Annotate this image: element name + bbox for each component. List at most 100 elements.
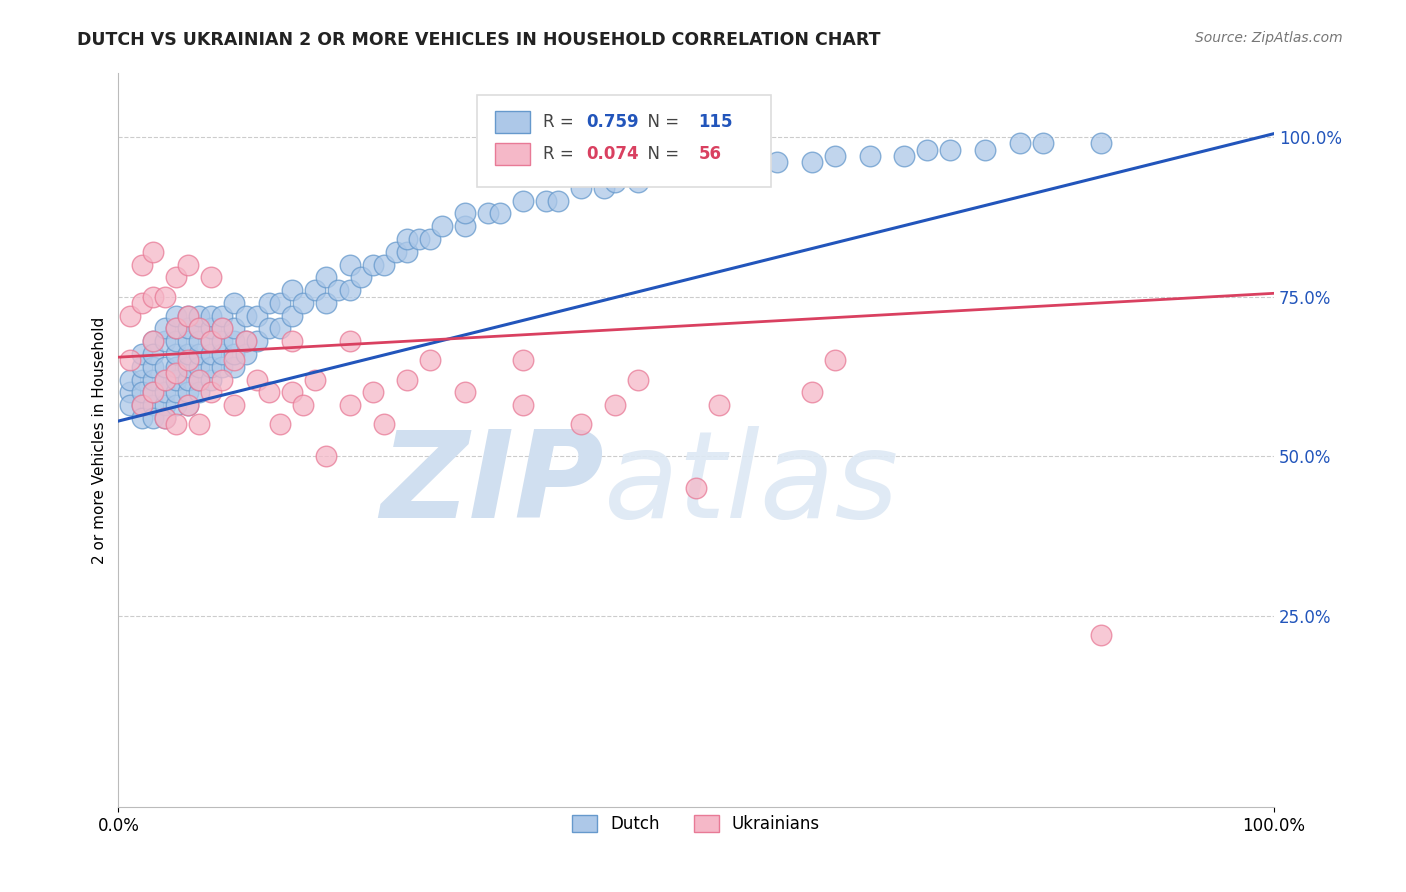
Point bbox=[142, 385, 165, 400]
Point bbox=[118, 372, 141, 386]
Point bbox=[569, 417, 592, 432]
Text: N =: N = bbox=[637, 145, 685, 162]
Point bbox=[685, 168, 707, 182]
Point bbox=[222, 353, 245, 368]
Point bbox=[131, 347, 153, 361]
Point bbox=[131, 398, 153, 412]
Point bbox=[165, 359, 187, 374]
Point bbox=[177, 258, 200, 272]
Legend: Dutch, Ukrainians: Dutch, Ukrainians bbox=[565, 808, 827, 839]
Point bbox=[165, 309, 187, 323]
Point bbox=[153, 410, 176, 425]
Point bbox=[211, 372, 233, 386]
Point bbox=[361, 258, 384, 272]
Point bbox=[222, 296, 245, 310]
Point bbox=[373, 258, 395, 272]
Point bbox=[222, 321, 245, 335]
Text: ZIP: ZIP bbox=[380, 425, 603, 542]
Point bbox=[824, 353, 846, 368]
Point bbox=[292, 296, 315, 310]
Point bbox=[200, 385, 222, 400]
Point bbox=[177, 398, 200, 412]
Point bbox=[153, 334, 176, 349]
Point bbox=[177, 385, 200, 400]
Point bbox=[281, 309, 304, 323]
Point bbox=[165, 347, 187, 361]
Point bbox=[142, 372, 165, 386]
Point bbox=[177, 309, 200, 323]
Point bbox=[477, 206, 499, 220]
Point bbox=[142, 359, 165, 374]
Point bbox=[893, 149, 915, 163]
Point bbox=[315, 449, 337, 463]
Point bbox=[222, 334, 245, 349]
Text: 56: 56 bbox=[699, 145, 721, 162]
Point bbox=[165, 334, 187, 349]
Point bbox=[396, 232, 419, 246]
Point bbox=[315, 296, 337, 310]
Point bbox=[339, 283, 361, 297]
Point bbox=[153, 385, 176, 400]
Point bbox=[339, 334, 361, 349]
Point bbox=[512, 398, 534, 412]
Point bbox=[292, 398, 315, 412]
Point bbox=[419, 232, 441, 246]
Point bbox=[142, 410, 165, 425]
Point bbox=[188, 334, 211, 349]
Point bbox=[235, 334, 257, 349]
Point bbox=[188, 321, 211, 335]
Text: DUTCH VS UKRAINIAN 2 OR MORE VEHICLES IN HOUSEHOLD CORRELATION CHART: DUTCH VS UKRAINIAN 2 OR MORE VEHICLES IN… bbox=[77, 31, 880, 49]
Point bbox=[177, 372, 200, 386]
Point bbox=[188, 372, 211, 386]
Point bbox=[257, 321, 280, 335]
Point bbox=[281, 283, 304, 297]
Point bbox=[281, 385, 304, 400]
Point bbox=[177, 353, 200, 368]
Point bbox=[211, 321, 233, 335]
Point bbox=[304, 372, 326, 386]
Point bbox=[153, 321, 176, 335]
Point bbox=[211, 359, 233, 374]
Point bbox=[1032, 136, 1054, 151]
Point bbox=[269, 417, 291, 432]
Point bbox=[165, 417, 187, 432]
Point bbox=[131, 385, 153, 400]
Point bbox=[165, 270, 187, 285]
Point bbox=[211, 347, 233, 361]
Point bbox=[131, 296, 153, 310]
Point bbox=[350, 270, 373, 285]
Point bbox=[118, 398, 141, 412]
Point bbox=[200, 309, 222, 323]
Text: atlas: atlas bbox=[603, 425, 898, 542]
Point bbox=[1008, 136, 1031, 151]
Point bbox=[766, 155, 789, 169]
Point bbox=[512, 194, 534, 208]
Point bbox=[974, 143, 997, 157]
Point bbox=[269, 296, 291, 310]
Point bbox=[200, 347, 222, 361]
Point bbox=[800, 155, 823, 169]
Point bbox=[177, 334, 200, 349]
FancyBboxPatch shape bbox=[477, 95, 772, 186]
Point bbox=[627, 175, 650, 189]
Point bbox=[188, 321, 211, 335]
Point bbox=[177, 321, 200, 335]
Point bbox=[131, 410, 153, 425]
Point bbox=[165, 321, 187, 335]
Point bbox=[742, 161, 765, 176]
Point bbox=[281, 334, 304, 349]
Point bbox=[165, 372, 187, 386]
Point bbox=[384, 244, 406, 259]
Point bbox=[153, 410, 176, 425]
Point bbox=[709, 398, 731, 412]
Text: R =: R = bbox=[543, 145, 578, 162]
Point bbox=[177, 359, 200, 374]
Point bbox=[605, 175, 627, 189]
Point bbox=[430, 219, 453, 234]
Point bbox=[939, 143, 962, 157]
Point bbox=[200, 270, 222, 285]
Point bbox=[211, 309, 233, 323]
Point bbox=[153, 372, 176, 386]
Point bbox=[131, 398, 153, 412]
Point bbox=[269, 321, 291, 335]
